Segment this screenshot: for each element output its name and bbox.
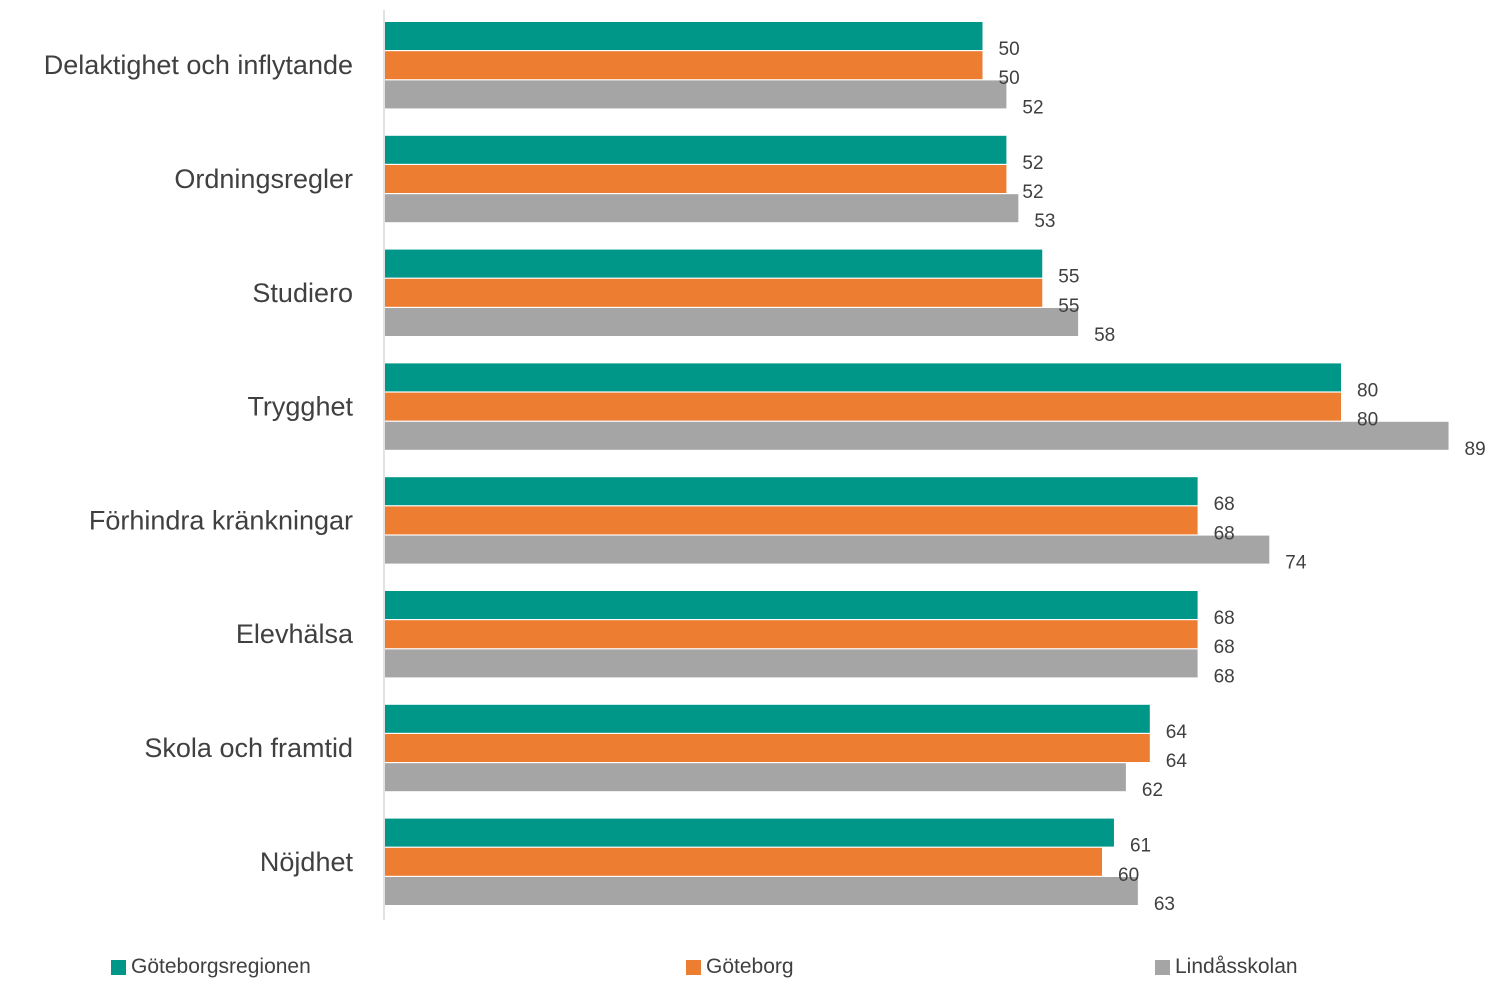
legend-label: Lindåsskolan	[1175, 955, 1298, 978]
category-label: Nöjdhet	[260, 847, 354, 877]
category-label: Elevhälsa	[236, 619, 354, 649]
data-label: 52	[1022, 97, 1043, 118]
data-label: 68	[1214, 523, 1235, 544]
bar	[385, 421, 1449, 450]
bar	[385, 649, 1198, 678]
bar	[385, 249, 1043, 278]
bar	[385, 847, 1102, 876]
data-label: 89	[1465, 439, 1486, 460]
category-label: Ordningsregler	[174, 164, 353, 194]
legend: Göteborgsregionen Göteborg Lindåsskolan	[0, 955, 1490, 985]
bar	[385, 308, 1079, 336]
data-label: 80	[1357, 380, 1378, 401]
bar	[385, 22, 983, 50]
data-label: 68	[1214, 637, 1235, 658]
bar	[385, 135, 1007, 164]
data-label: 50	[999, 68, 1020, 89]
data-label: 52	[1022, 153, 1043, 174]
data-label: 68	[1214, 494, 1235, 515]
data-label: 80	[1357, 410, 1378, 431]
data-label: 53	[1034, 211, 1055, 232]
category-label: Förhindra kränkningar	[89, 505, 353, 535]
category-label: Delaktighet och inflytande	[44, 50, 353, 80]
data-label: 52	[1022, 182, 1043, 203]
data-label: 62	[1142, 780, 1163, 801]
data-label: 68	[1214, 608, 1235, 629]
data-label: 64	[1166, 722, 1188, 743]
legend-swatch	[111, 959, 126, 975]
legend-item: Lindåsskolan	[1155, 955, 1298, 979]
data-label: 68	[1214, 666, 1235, 687]
legend-item: Göteborgsregionen	[111, 955, 311, 979]
labels-group: Delaktighet och inflytande505052Ordnings…	[44, 39, 1486, 915]
data-label: 60	[1118, 865, 1139, 886]
bar	[385, 363, 1341, 392]
legend-swatch	[1155, 959, 1170, 975]
bar	[385, 535, 1270, 564]
bar	[385, 51, 983, 80]
legend-swatch	[686, 959, 701, 975]
data-label: 63	[1154, 894, 1175, 915]
legend-label: Göteborgsregionen	[131, 955, 311, 978]
bar	[385, 477, 1198, 506]
bar	[385, 392, 1341, 421]
legend-item: Göteborg	[686, 955, 794, 979]
category-label: Skola och framtid	[144, 733, 353, 763]
data-label: 74	[1285, 553, 1307, 574]
data-label: 50	[999, 39, 1020, 60]
category-label: Trygghet	[247, 392, 353, 422]
data-label: 58	[1094, 325, 1115, 346]
bar	[385, 763, 1126, 792]
bar-chart: Delaktighet och inflytande505052Ordnings…	[44, 10, 1486, 920]
data-label: 55	[1058, 267, 1079, 288]
category-label: Studiero	[252, 278, 353, 308]
bar	[385, 734, 1150, 762]
data-label: 61	[1130, 836, 1151, 857]
legend-label: Göteborg	[706, 955, 794, 978]
bar	[385, 877, 1138, 905]
bar	[385, 620, 1198, 649]
bar	[385, 506, 1198, 535]
data-label: 64	[1166, 751, 1188, 772]
bars-group	[385, 22, 1449, 905]
bar	[385, 704, 1150, 733]
data-label: 55	[1058, 296, 1079, 317]
bar	[385, 591, 1198, 619]
bar	[385, 818, 1114, 847]
bar	[385, 80, 1007, 109]
bar	[385, 194, 1019, 223]
bar	[385, 278, 1043, 307]
bar	[385, 165, 1007, 193]
